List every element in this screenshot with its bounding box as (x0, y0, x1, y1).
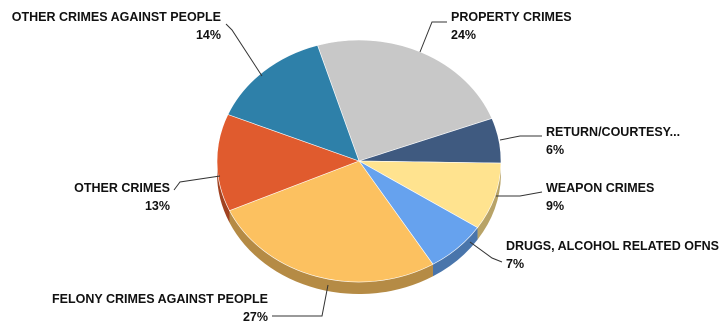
slice-percent-weapon-crimes: 9% (546, 199, 564, 213)
slice-label-drugs-alcohol-related-ofns: DRUGS, ALCOHOL RELATED OFNS (506, 239, 719, 253)
slice-percent-felony-crimes-against-people: 27% (243, 310, 268, 324)
slice-label-return-courtesy: RETURN/COURTESY... (546, 125, 680, 139)
pie-slice-weapon-crimes (358, 160, 502, 228)
leader-line-felony-crimes-against-people (272, 284, 329, 317)
slice-label-weapon-crimes: WEAPON CRIMES (546, 181, 654, 195)
pie-depth-felony-crimes-against-people (229, 210, 433, 294)
slice-label-property-crimes: PROPERTY CRIMES (451, 10, 572, 24)
pie-depth-weapon-crimes (477, 163, 501, 240)
slice-label-felony-crimes-against-people: FELONY CRIMES AGAINST PEOPLE (52, 292, 268, 306)
slice-percent-property-crimes: 24% (451, 28, 476, 42)
slice-percent-other-crimes-against-people: 14% (196, 28, 221, 42)
pie-slice-property-crimes (317, 39, 493, 162)
leader-line-drugs-alcohol-related-ofns (469, 241, 503, 263)
leader-line-weapon-crimes (496, 191, 543, 197)
slice-percent-return-courtesy: 6% (546, 143, 564, 157)
pie-slice-other-crimes (216, 114, 360, 211)
leader-lines (173, 21, 543, 317)
slice-percent-drugs-alcohol-related-ofns: 7% (506, 257, 524, 271)
slice-label-other-crimes: OTHER CRIMES (74, 181, 170, 195)
slice-label-other-crimes-against-people: OTHER CRIMES AGAINST PEOPLE (12, 10, 221, 24)
slice-labels: PROPERTY CRIMES 24% RETURN/COURTESY... 6% WE… (12, 10, 719, 324)
slice-percent-other-crimes: 13% (145, 199, 170, 213)
leader-line-other-crimes-against-people (225, 23, 263, 77)
leader-line-other-crimes (173, 175, 221, 191)
pie-depth-drugs-alcohol-related-ofns (432, 227, 478, 277)
pie-slices (216, 39, 502, 283)
leader-line-property-crimes (419, 21, 447, 53)
leader-line-return-courtesy (499, 135, 542, 141)
pie-depth-other-crimes (217, 161, 230, 223)
